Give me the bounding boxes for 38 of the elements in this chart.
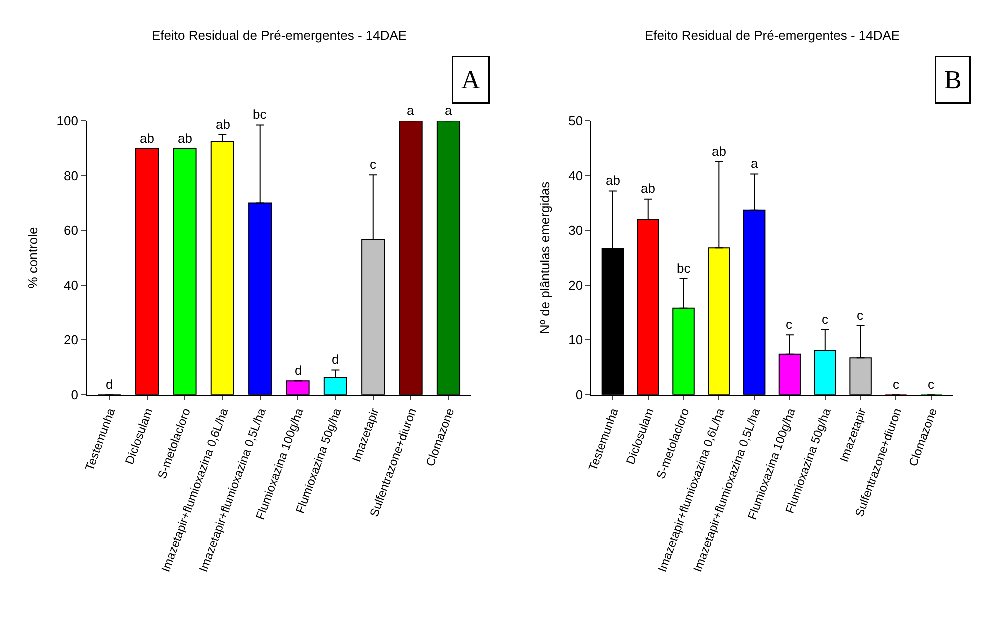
annotation: c (370, 157, 377, 172)
y-tick-label: 60 (64, 223, 78, 238)
y-tick-label: 0 (576, 387, 584, 402)
annotation: ab (641, 181, 656, 196)
annotation: d (332, 352, 340, 367)
y-axis-title: Nº de plântulas emergidas (538, 181, 553, 334)
chart-title: Efeito Residual de Pré-emergentes - 14DAE (152, 28, 408, 43)
annotation: ab (178, 131, 192, 146)
text: B (944, 66, 962, 94)
y-tick-label: 20 (64, 332, 78, 348)
y-tick-label: 0 (71, 387, 78, 402)
annotation: ab (606, 173, 620, 188)
annotation: d (106, 377, 114, 392)
y-axis-title: % controle (26, 227, 41, 289)
annotation: c (857, 308, 864, 323)
annotation: c (893, 377, 900, 392)
y-tick-label: 30 (568, 223, 584, 238)
annotation: ab (712, 144, 726, 159)
y-tick-label: 10 (568, 332, 584, 348)
annotation: c (822, 312, 829, 327)
y-tick-label: 20 (568, 278, 584, 293)
y-tick-label: 40 (568, 168, 584, 184)
annotation: c (786, 317, 793, 332)
annotation: bc (253, 107, 268, 122)
annotation: bc (677, 261, 692, 276)
annotation: a (407, 103, 415, 118)
y-tick-label: 100 (56, 114, 78, 129)
annotation: ab (140, 131, 154, 146)
text: A (462, 66, 480, 94)
y-tick-label: 50 (568, 114, 584, 129)
annotation: d (295, 363, 302, 378)
annotation: a (751, 156, 759, 171)
annotation: ab (216, 117, 230, 132)
annotation: c (928, 377, 935, 392)
annotation: a (445, 103, 453, 118)
y-tick-label: 40 (64, 278, 78, 293)
y-tick-label: 80 (64, 168, 78, 184)
chart-title: Efeito Residual de Pré-emergentes - 14DAE (645, 28, 900, 43)
